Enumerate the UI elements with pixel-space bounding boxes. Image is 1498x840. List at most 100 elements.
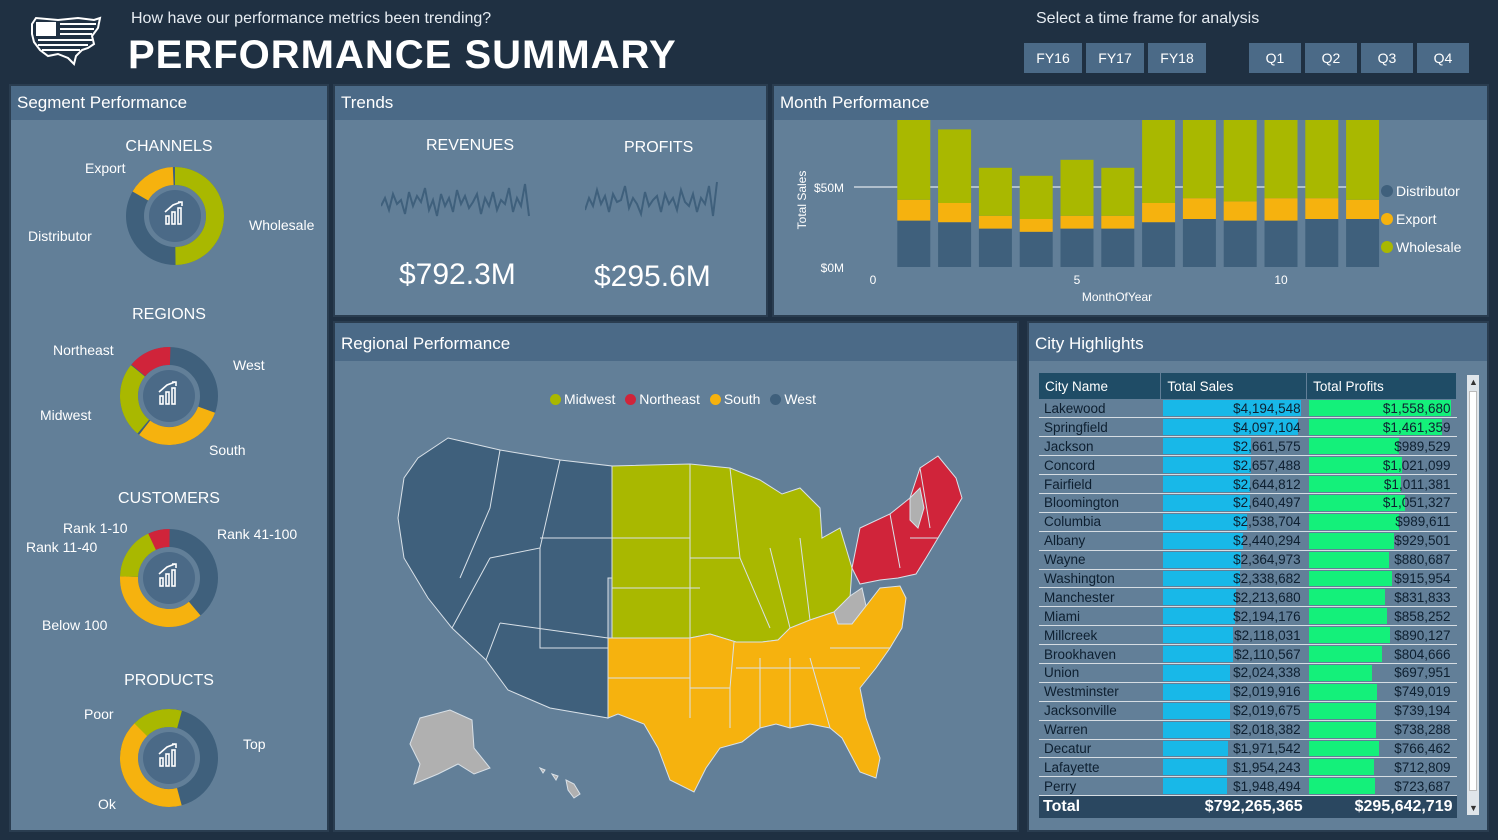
bar-export-month-12[interactable]	[1346, 199, 1380, 219]
bar-distributor-month-3[interactable]	[978, 228, 1012, 267]
bar-export-month-7[interactable]	[1142, 203, 1176, 223]
bar-distributor-month-7[interactable]	[1142, 222, 1176, 267]
bar-export-month-10[interactable]	[1264, 198, 1298, 221]
bar-distributor-month-6[interactable]	[1101, 228, 1135, 267]
bar-wholesale-month-3[interactable]	[978, 167, 1012, 216]
profit-value: $929,501	[1394, 533, 1451, 549]
table-row[interactable]: Millcreek $2,118,031 $890,127	[1039, 625, 1457, 646]
bar-export-month-8[interactable]	[1182, 198, 1216, 219]
bar-distributor-month-5[interactable]	[1060, 228, 1094, 267]
table-row[interactable]: Decatur $1,971,542 $766,462	[1039, 739, 1457, 759]
bar-wholesale-month-6[interactable]	[1101, 167, 1135, 216]
table-row[interactable]: Wayne $2,364,973 $880,687	[1039, 550, 1457, 570]
legend-export[interactable]: Export	[1396, 211, 1437, 227]
bar-export-month-9[interactable]	[1223, 201, 1257, 221]
bar-export-month-4[interactable]	[1019, 219, 1053, 232]
city-table-scrollbar[interactable]: ▲ ▼	[1467, 375, 1479, 815]
profits-sparkline[interactable]	[585, 176, 721, 232]
q1-button[interactable]: Q1	[1249, 43, 1301, 73]
bar-wholesale-month-4[interactable]	[1019, 175, 1053, 219]
table-row[interactable]: Manchester $2,213,680 $831,833	[1039, 587, 1457, 608]
bar-wholesale-month-8[interactable]	[1182, 120, 1216, 199]
bar-wholesale-month-12[interactable]	[1346, 120, 1380, 200]
bar-distributor-month-4[interactable]	[1019, 231, 1053, 267]
channels-donut[interactable]	[115, 162, 235, 272]
col-header-total-sales[interactable]: Total Sales	[1160, 373, 1308, 399]
bar-export-month-2[interactable]	[938, 203, 972, 223]
table-row[interactable]: Albany $2,440,294 $929,501	[1039, 531, 1457, 551]
products-label-top: Top	[243, 736, 266, 752]
bar-distributor-month-11[interactable]	[1305, 219, 1339, 267]
q4-button[interactable]: Q4	[1417, 43, 1469, 73]
bar-distributor-month-1[interactable]	[897, 220, 931, 267]
bar-wholesale-month-7[interactable]	[1142, 120, 1176, 203]
bar-wholesale-month-10[interactable]	[1264, 120, 1298, 199]
table-row[interactable]: Lafayette $1,954,243 $712,809	[1039, 757, 1457, 778]
map-region-northeast[interactable]	[851, 455, 963, 585]
bar-export-month-1[interactable]	[897, 199, 931, 221]
table-row[interactable]: Washington $2,338,682 $915,954	[1039, 569, 1457, 589]
regions-label-northeast: Northeast	[53, 342, 114, 358]
profit-value: $749,019	[1394, 684, 1451, 700]
table-row[interactable]: Columbia $2,538,704 $989,611	[1039, 512, 1457, 532]
col-header-total-profits[interactable]: Total Profits	[1306, 373, 1457, 399]
table-row[interactable]: Jacksonville $2,019,675 $739,194	[1039, 701, 1457, 721]
bar-wholesale-month-2[interactable]	[938, 129, 972, 203]
map-gray-state-hawaii[interactable]	[538, 766, 581, 799]
bar-distributor-month-9[interactable]	[1223, 220, 1257, 267]
table-row[interactable]: Perry $1,948,494 $723,687	[1039, 776, 1457, 797]
table-row[interactable]: Westminster $2,019,916 $749,019	[1039, 682, 1457, 702]
map-region-south[interactable]	[607, 585, 907, 793]
table-row[interactable]: Brookhaven $2,110,567 $804,666	[1039, 644, 1457, 664]
map-region-west[interactable]	[397, 437, 616, 719]
revenues-sparkline[interactable]	[381, 176, 531, 232]
map-region-midwest[interactable]	[611, 463, 853, 643]
bar-wholesale-month-9[interactable]	[1223, 120, 1257, 202]
legend-distributor[interactable]: Distributor	[1396, 183, 1460, 199]
table-row[interactable]: Concord $2,657,488 $1,021,099	[1039, 455, 1457, 476]
bar-distributor-month-10[interactable]	[1264, 220, 1298, 267]
bar-distributor-month-2[interactable]	[938, 222, 972, 267]
fy17-button[interactable]: FY17	[1086, 43, 1144, 73]
products-donut[interactable]	[109, 704, 229, 814]
bar-export-month-11[interactable]	[1305, 198, 1339, 219]
scroll-up-icon[interactable]: ▲	[1469, 377, 1478, 387]
q2-button[interactable]: Q2	[1305, 43, 1357, 73]
bar-export-month-3[interactable]	[978, 215, 1012, 229]
legend-west[interactable]: West	[770, 391, 816, 407]
map-gray-state-alaska[interactable]	[409, 709, 491, 785]
sales-cell: $4,194,548	[1160, 399, 1307, 419]
table-row[interactable]: Springfield $4,097,104 $1,461,359	[1039, 417, 1457, 438]
profit-data-bar	[1308, 513, 1400, 530]
legend-wholesale[interactable]: Wholesale	[1396, 239, 1462, 255]
month-stacked-bar-chart[interactable]: Total Sales $50M $0M 0 5 10 MonthOfYear …	[774, 120, 1487, 315]
table-row[interactable]: Union $2,024,338 $697,951	[1039, 663, 1457, 683]
legend-south[interactable]: South	[709, 391, 760, 407]
scroll-down-icon[interactable]: ▼	[1469, 803, 1478, 813]
legend-midwest[interactable]: Midwest	[550, 391, 615, 407]
bar-distributor-month-12[interactable]	[1346, 219, 1380, 267]
customers-donut[interactable]	[109, 524, 229, 634]
bar-export-month-5[interactable]	[1060, 215, 1094, 229]
table-row[interactable]: Miami $2,194,176 $858,252	[1039, 606, 1457, 627]
bar-wholesale-month-11[interactable]	[1305, 120, 1339, 199]
regions-donut[interactable]	[109, 342, 229, 452]
table-row[interactable]: Jackson $2,661,575 $989,529	[1039, 436, 1457, 457]
fy18-button[interactable]: FY18	[1148, 43, 1206, 73]
bar-export-month-6[interactable]	[1101, 215, 1135, 229]
table-row[interactable]: Lakewood $4,194,548 $1,558,680	[1039, 399, 1457, 419]
bar-wholesale-month-5[interactable]	[1060, 159, 1094, 216]
table-row[interactable]: Warren $2,018,382 $738,288	[1039, 720, 1457, 740]
table-row[interactable]: Fairfield $2,644,812 $1,011,381	[1039, 474, 1457, 494]
scroll-thumb[interactable]	[1469, 391, 1477, 791]
bar-wholesale-month-1[interactable]	[897, 120, 931, 200]
bar-distributor-month-8[interactable]	[1182, 219, 1216, 267]
legend-northeast[interactable]: Northeast	[625, 391, 700, 407]
us-regions-map[interactable]	[390, 428, 980, 803]
q3-button[interactable]: Q3	[1361, 43, 1413, 73]
legend-midwest-label: Midwest	[564, 391, 616, 407]
table-row[interactable]: Bloomington $2,640,497 $1,051,327	[1039, 493, 1457, 513]
col-header-city-name[interactable]: City Name	[1039, 373, 1162, 399]
map-gray-state-vermont[interactable]	[909, 486, 925, 529]
fy16-button[interactable]: FY16	[1024, 43, 1082, 73]
